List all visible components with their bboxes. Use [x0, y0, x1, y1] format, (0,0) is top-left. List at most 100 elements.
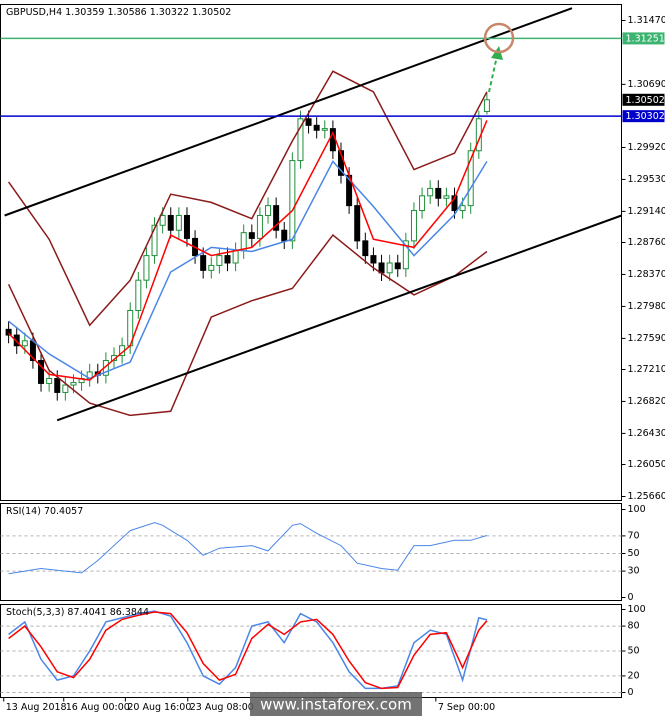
y-tick-label: 100 — [628, 604, 646, 615]
price-label-box — [622, 32, 665, 45]
candle-body — [208, 264, 215, 271]
candle-body — [248, 232, 255, 239]
y-tick-label: 80 — [628, 621, 640, 632]
y-tick-label: 0 — [628, 592, 634, 603]
candle-body — [321, 128, 328, 131]
y-tick-label: 1.25660 — [628, 491, 665, 502]
x-tick-label: 7 Sep 00:00 — [438, 702, 495, 713]
panel-title: Stoch(5,3,3) 87.4041 86.3844 — [6, 607, 149, 618]
forecast-arrow — [488, 55, 498, 93]
candle-body — [5, 328, 12, 336]
y-tick-label: 70 — [628, 530, 640, 541]
x-tick-label: 16 Aug 00:00 — [66, 702, 130, 713]
candle-body — [427, 187, 434, 197]
candle-body — [21, 340, 28, 347]
target-circle — [483, 22, 515, 54]
y-tick-label: 1.27210 — [628, 364, 665, 375]
plot-layer: 1.31470 1.30690 1.29920 1.29530 1.29140 1.287… — [0, 7, 665, 716]
candle-body — [297, 118, 304, 162]
candle-body — [305, 118, 312, 126]
candle-body — [451, 195, 458, 212]
y-tick-label: 30 — [628, 566, 640, 577]
y-tick-label: 1.29920 — [628, 142, 665, 153]
panel-title: RSI(14) 70.4057 — [6, 506, 83, 517]
y-tick-label: 50 — [628, 548, 640, 559]
candle-body — [151, 224, 158, 257]
candle-body — [289, 160, 296, 242]
indicator-line — [4, 7, 573, 217]
candle-body — [135, 279, 142, 312]
indicator-line — [8, 610, 488, 690]
candle-body — [273, 205, 280, 231]
candle-body — [354, 205, 361, 242]
y-tick-label: 50 — [628, 646, 640, 657]
indicator-line — [7, 234, 488, 417]
watermark-box — [250, 692, 422, 716]
y-tick-label: 1.27980 — [628, 301, 665, 312]
candle-body — [281, 229, 288, 242]
price-label: 1.31251 — [626, 33, 665, 44]
candle-body — [13, 334, 20, 347]
candle-body — [443, 195, 450, 199]
candle-body — [402, 240, 409, 270]
y-tick-label: 100 — [628, 504, 646, 515]
x-tick-label: 20 Aug 16:00 — [127, 702, 191, 713]
candle-body — [70, 382, 77, 386]
candle-body — [410, 210, 417, 242]
price-label-box — [622, 93, 665, 106]
candle-body — [167, 214, 174, 231]
target-annotation — [483, 22, 515, 93]
candle-body — [386, 262, 393, 274]
price-label: 1.30502 — [626, 95, 665, 106]
y-tick-label: 1.30690 — [628, 79, 665, 90]
candle-body — [224, 255, 231, 264]
x-tick-label: 23 Aug 08:00 — [190, 702, 254, 713]
candle-body — [256, 214, 263, 239]
indicator-line — [8, 522, 488, 575]
candle-body — [232, 250, 239, 264]
y-tick-label: 0 — [628, 687, 634, 698]
candle-body — [159, 214, 166, 226]
candle-body — [54, 378, 61, 393]
candle-body — [183, 214, 190, 239]
candle-body — [143, 255, 150, 281]
candle-body — [459, 205, 466, 212]
y-tick-label: 1.26430 — [628, 428, 665, 439]
indicator-line — [8, 160, 488, 380]
indicator-line — [8, 611, 488, 690]
main-panel — [0, 4, 622, 501]
y-tick-label: 1.31470 — [628, 15, 665, 26]
panel-title: GBPUSD,H4 1.30359 1.30586 1.30322 1.3050… — [6, 7, 231, 18]
candle-body — [175, 214, 182, 231]
candle-body — [394, 262, 401, 270]
y-tick-label: 1.28370 — [628, 269, 665, 280]
candle-body — [38, 359, 45, 384]
candle-body — [483, 99, 490, 112]
price-label: 1.30302 — [626, 111, 665, 122]
y-tick-label: 1.29140 — [628, 206, 665, 217]
candle-body — [362, 240, 369, 257]
candle-body — [313, 124, 320, 131]
y-tick-label: 1.28760 — [628, 237, 665, 248]
candle-body — [265, 205, 272, 216]
candle-body — [337, 150, 344, 176]
price-label-box — [622, 110, 665, 123]
indicator-line — [8, 120, 488, 381]
candle-body — [467, 150, 474, 207]
indicator-line — [56, 214, 622, 422]
indicator-line — [7, 70, 488, 327]
y-tick-label: 1.27590 — [628, 333, 665, 344]
rsi-panel — [0, 503, 622, 601]
y-tick-label: 20 — [628, 670, 640, 681]
candle-body — [419, 195, 426, 212]
y-tick-label: 1.29530 — [628, 174, 665, 185]
candle-body — [216, 255, 223, 266]
x-tick-label: 13 Aug 2018 — [6, 702, 67, 713]
candle-body — [435, 187, 442, 199]
candle-body — [370, 255, 377, 264]
candle-body — [200, 255, 207, 271]
watermark: www.instaforex.com — [260, 696, 412, 714]
candle-body — [46, 378, 53, 384]
y-tick-label: 1.26820 — [628, 396, 665, 407]
